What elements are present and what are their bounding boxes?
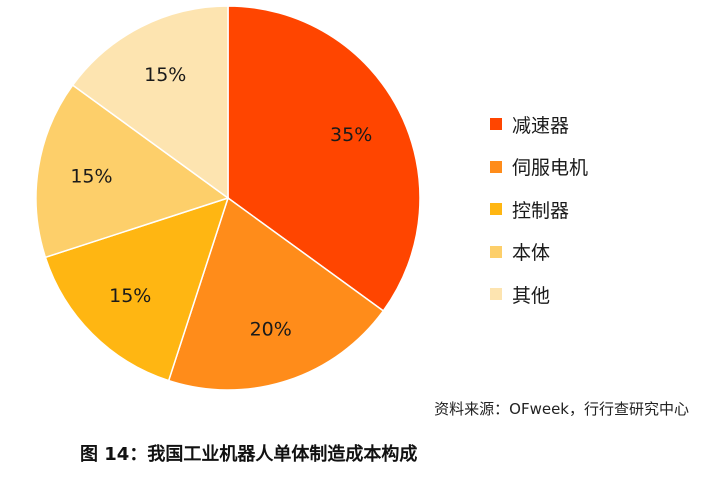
legend-label: 减速器 — [512, 114, 570, 137]
legend-label: 本体 — [512, 242, 551, 265]
figure-caption: 图 14：我国工业机器人单体制造成本构成 — [80, 444, 418, 465]
pie-slice — [227, 5, 421, 312]
pie-slice — [44, 196, 230, 382]
pie-slice-label: 15% — [70, 165, 112, 187]
pie-slice-label: 35% — [330, 124, 372, 146]
legend-item: 控制器 — [490, 188, 690, 231]
pie-slice — [35, 84, 230, 259]
pie-slice-labels: 35% 20% 15% 15% 15% — [70, 64, 372, 341]
legend-item: 其他 — [490, 273, 690, 316]
legend-item: 伺服电机 — [490, 146, 690, 189]
pie-slice — [71, 5, 229, 200]
pie-slice-label: 15% — [144, 64, 186, 86]
legend-label: 伺服电机 — [512, 157, 589, 180]
legend-swatch — [490, 203, 502, 216]
legend-item: 本体 — [490, 231, 690, 274]
legend-swatch — [490, 288, 502, 301]
legend-label: 其他 — [512, 284, 551, 307]
pie-slice-label: 15% — [109, 285, 151, 307]
legend: 减速器伺服电机控制器本体其他 — [490, 103, 690, 316]
legend-swatch — [490, 118, 502, 131]
source-note: 资料来源：OFweek，行行查研究中心 — [434, 400, 689, 418]
pie-slice-label: 20% — [250, 318, 292, 340]
pie-slice — [167, 196, 385, 391]
legend-label: 控制器 — [512, 199, 570, 222]
chart-area: 35% 20% 15% 15% 15% 减速器伺服电机控制器本体其他 — [35, 5, 690, 391]
pie-slices — [35, 5, 421, 391]
legend-swatch — [490, 160, 502, 173]
legend-item: 减速器 — [490, 103, 690, 146]
pie-chart: 35% 20% 15% 15% 15% — [35, 5, 421, 391]
legend-swatch — [490, 245, 502, 258]
